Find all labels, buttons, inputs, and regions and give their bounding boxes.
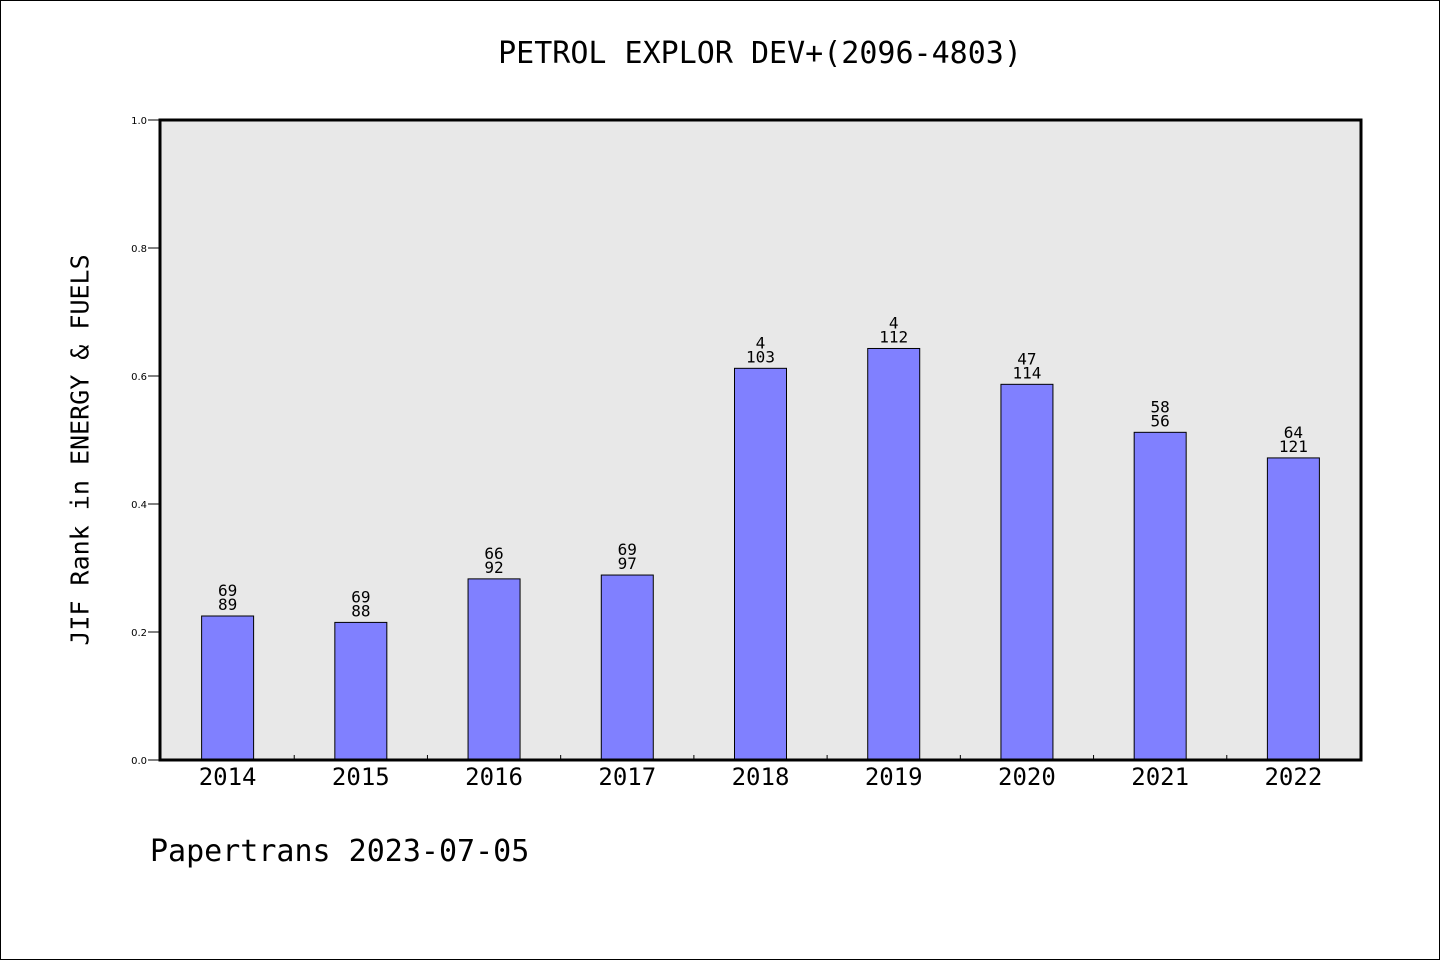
footer-source-date: Papertrans 2023-07-05 xyxy=(150,834,530,869)
x-tick-label: 2022 xyxy=(1264,763,1322,791)
x-tick-label: 2016 xyxy=(465,763,523,791)
y-tick-label: 1.0 xyxy=(131,116,147,127)
data-label-bottom: 121 xyxy=(1279,437,1308,456)
data-label-top: 4 xyxy=(889,313,899,332)
x-tick-label: 2015 xyxy=(332,763,390,791)
data-label-top: 66 xyxy=(484,544,503,563)
data-label-top: 69 xyxy=(351,587,370,606)
chart-title: PETROL EXPLOR DEV+(2096-4803) xyxy=(498,36,1022,71)
data-label-top: 4 xyxy=(756,333,766,352)
data-label-bottom: 92 xyxy=(484,558,503,577)
data-label-bottom: 112 xyxy=(879,327,908,346)
bar-2021 xyxy=(1133,431,1187,761)
x-tick-label: 2021 xyxy=(1131,763,1189,791)
data-label-top: 58 xyxy=(1151,397,1170,416)
bar-2019 xyxy=(867,347,921,761)
bar-2020 xyxy=(1000,383,1054,761)
bar-2014 xyxy=(201,615,255,761)
plot-border xyxy=(158,118,1363,762)
data-label-bottom: 89 xyxy=(218,595,237,614)
data-label-bottom: 56 xyxy=(1151,411,1170,430)
y-tick-label: 0.2 xyxy=(131,628,147,639)
bar-2018 xyxy=(734,367,787,761)
y-tick-label: 0.0 xyxy=(131,756,147,767)
bar-2015 xyxy=(334,621,388,761)
bar-2017 xyxy=(600,574,654,761)
y-tick-label: 0.4 xyxy=(131,500,147,511)
data-label-top: 47 xyxy=(1017,349,1036,368)
x-tick-label: 2017 xyxy=(598,763,656,791)
y-tick-label: 0.6 xyxy=(131,372,147,383)
bar-2022 xyxy=(1266,457,1320,761)
data-label-top: 69 xyxy=(218,581,237,600)
x-tick-label: 2018 xyxy=(732,763,790,791)
x-tick-label: 2014 xyxy=(199,763,257,791)
data-label-top: 69 xyxy=(618,540,637,559)
x-tick-label: 2020 xyxy=(998,763,1056,791)
data-label-bottom: 97 xyxy=(618,554,637,573)
data-label-top: 64 xyxy=(1284,423,1303,442)
data-label-bottom: 88 xyxy=(351,601,370,620)
y-tick-label: 0.8 xyxy=(131,244,147,255)
data-label-bottom: 103 xyxy=(746,347,775,366)
bar-2016 xyxy=(467,578,521,761)
data-label-bottom: 114 xyxy=(1012,363,1041,382)
x-tick-label: 2019 xyxy=(865,763,923,791)
